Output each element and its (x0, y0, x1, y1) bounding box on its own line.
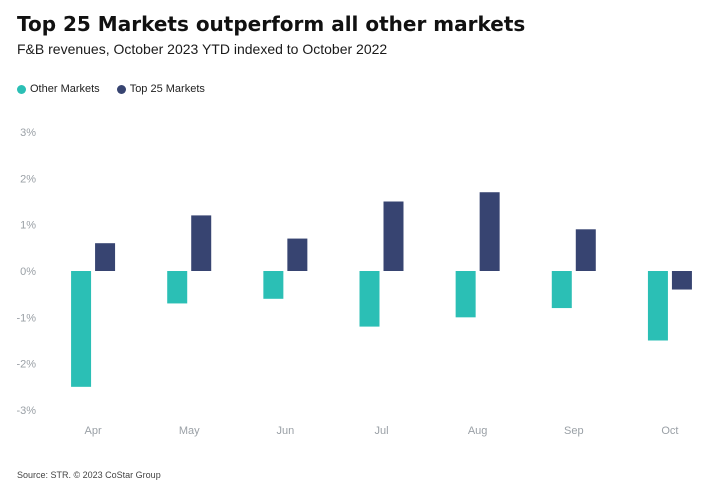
x-tick-label: Apr (85, 425, 102, 437)
y-tick-label: -1% (16, 312, 36, 324)
legend-label-top25-markets: Top 25 Markets (129, 83, 205, 95)
bar-top25-markets (383, 201, 404, 271)
x-tick-label: Sep (564, 425, 584, 437)
chart-subtitle: F&B revenues, October 2023 YTD indexed t… (17, 41, 388, 57)
bar-top25-markets (191, 215, 212, 271)
bar-chart: 3% 2% 1% 0% -1% -2% -3% Apr May Jun Jul Aug Sep Oct (16, 127, 692, 437)
y-tick-label: 2% (20, 173, 36, 185)
x-tick-label: May (179, 425, 200, 437)
bar-other-markets (167, 271, 188, 304)
legend-label-other-markets: Other Markets (30, 83, 100, 95)
bar-other-markets (359, 271, 380, 327)
x-tick-label: Oct (661, 425, 678, 437)
bar-other-markets (71, 271, 92, 387)
bar-other-markets (551, 271, 572, 309)
y-tick-label: 3% (20, 127, 36, 139)
bar-other-markets (455, 271, 476, 318)
y-tick-label: -2% (16, 359, 36, 371)
legend-swatch-other-markets (17, 84, 26, 94)
bar-top25-markets (671, 271, 692, 290)
y-tick-label: 1% (20, 220, 36, 232)
chart-title: Top 25 Markets outperform all other mark… (17, 12, 526, 36)
x-tick-label: Aug (468, 425, 488, 437)
bar-top25-markets (575, 229, 596, 271)
x-tick-label: Jun (276, 425, 294, 437)
legend-item-other-markets: Other Markets (17, 83, 100, 95)
bar-other-markets (263, 271, 284, 299)
bar-top25-markets (479, 192, 500, 271)
bar-top25-markets (95, 243, 116, 271)
x-tick-label: Jul (374, 425, 388, 437)
y-tick-label: 0% (20, 266, 36, 278)
bar-top25-markets (287, 238, 308, 271)
source-note: Source: STR. © 2023 CoStar Group (17, 470, 161, 480)
chart-legend: Other Markets Top 25 Markets (17, 83, 222, 95)
legend-item-top25-markets: Top 25 Markets (116, 83, 205, 95)
bar-other-markets (647, 271, 668, 341)
y-tick-label: -3% (16, 405, 36, 417)
legend-swatch-top25-markets (116, 84, 126, 94)
